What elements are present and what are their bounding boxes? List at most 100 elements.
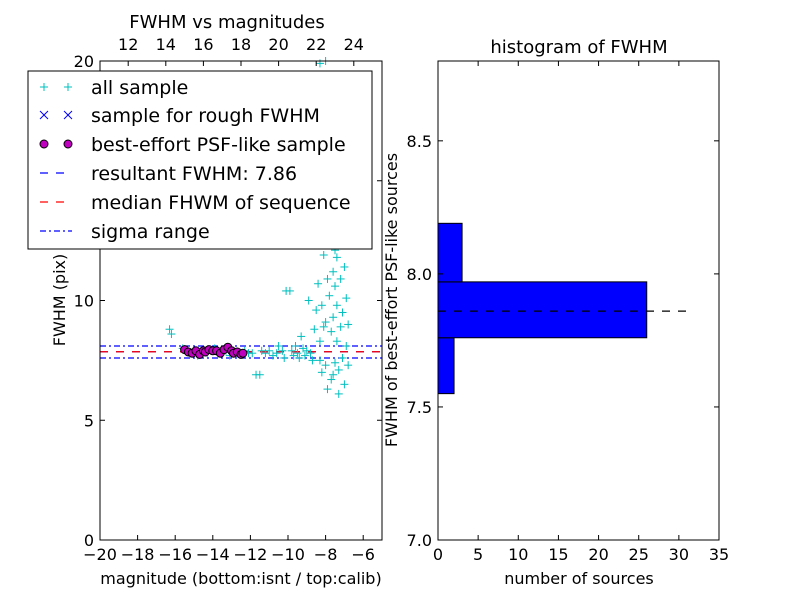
- all-sample-point: [319, 250, 328, 259]
- legend-label: best-effort PSF-like sample: [91, 134, 346, 156]
- all-sample-point: [293, 349, 302, 358]
- all-sample-point: [287, 346, 296, 355]
- x-tick-label: 25: [629, 545, 649, 564]
- all-sample-point: [334, 389, 343, 398]
- x-tick-label: 20: [588, 545, 608, 564]
- all-sample-point: [327, 327, 336, 336]
- legend-circle-marker-icon: [39, 139, 73, 149]
- all-sample-point: [304, 296, 313, 305]
- legend-box: [27, 70, 373, 250]
- legend-entry-resultant: resultant FWHM: 7.86: [40, 163, 297, 185]
- y-tick-label: 10: [74, 292, 94, 311]
- all-sample-point: [265, 346, 274, 355]
- all-sample-point: [332, 253, 341, 262]
- legend-plus-marker-icon: [40, 83, 72, 91]
- all-sample-point: [329, 267, 338, 276]
- histogram-title: histogram of FWHM: [490, 37, 667, 58]
- all-sample-point: [317, 301, 326, 310]
- x-tick-label: 30: [669, 545, 689, 564]
- legend-label: median FHWM of sequence: [91, 192, 351, 214]
- legend-entry-rough-sample: sample for rough FWHM: [39, 105, 320, 127]
- y-tick-label: 7.0: [407, 531, 432, 550]
- top-tick-label: 14: [156, 35, 176, 54]
- histogram-bar: [437, 337, 455, 395]
- top-tick-label: 18: [231, 35, 251, 54]
- x-tick-label: −6: [351, 545, 375, 564]
- psf-sample-point: [238, 348, 248, 358]
- x-tick-label: 0: [433, 545, 443, 564]
- scatter-title: FWHM vs magnitudes: [129, 12, 324, 33]
- all-sample-point: [325, 291, 334, 300]
- y-tick-label: 8.5: [407, 132, 432, 151]
- all-sample-point: [342, 294, 351, 303]
- x-tick-label: −8: [314, 545, 338, 564]
- scatter-top-ticks: 12 14 16 18 20 22 24: [118, 35, 364, 66]
- all-sample-point: [315, 356, 324, 365]
- all-sample-point: [332, 301, 341, 310]
- legend-label: sample for rough FWHM: [91, 105, 320, 127]
- scatter-x-label: magnitude (bottom:isnt / top:calib): [100, 569, 381, 588]
- legend-label: sigma range: [91, 221, 210, 243]
- histogram-bar: [437, 281, 648, 339]
- all-sample-point: [338, 353, 347, 362]
- histogram-x-ticks: 0 5 10 15 20 25 30 35: [433, 61, 729, 564]
- y-tick-label: 5: [84, 411, 94, 430]
- all-sample-point: [321, 318, 330, 327]
- legend-x-marker-icon: [39, 110, 73, 120]
- x-tick-label: −10: [271, 545, 305, 564]
- scatter-x-ticks: −20 −18 −16 −14 −12 −10 −8 −6: [83, 535, 375, 564]
- all-sample-point: [295, 353, 304, 362]
- all-sample-point: [344, 361, 353, 370]
- all-sample-point: [167, 330, 176, 339]
- all-sample-point: [306, 349, 315, 358]
- histogram-y-label: FWHM of best-effort PSF-like sources: [382, 153, 401, 447]
- x-tick-label: 5: [473, 545, 483, 564]
- x-tick-label: 10: [508, 545, 528, 564]
- legend-label: all sample: [91, 77, 188, 99]
- histogram-x-label: number of sources: [504, 569, 654, 588]
- all-sample-point: [331, 358, 339, 367]
- all-sample-point: [331, 282, 339, 291]
- legend-entry-all-sample: all sample: [40, 77, 188, 99]
- all-sample-point: [329, 313, 338, 322]
- all-sample-point: [274, 342, 283, 351]
- all-sample-point: [315, 337, 324, 346]
- all-sample-point: [332, 337, 341, 346]
- histogram-chart: 0 5 10 15 20 25 30 35 7.0 7.5 8.0 8.5 histogram of…: [382, 37, 729, 588]
- top-tick-label: 12: [118, 35, 138, 54]
- x-tick-label: 15: [548, 545, 568, 564]
- all-sample-point: [334, 365, 343, 374]
- x-tick-label: −20: [83, 545, 117, 564]
- all-sample-point: [319, 322, 328, 331]
- top-tick-label: 16: [193, 35, 213, 54]
- legend-entry-psf-sample: best-effort PSF-like sample: [39, 134, 346, 156]
- all-sample-point: [255, 370, 264, 379]
- all-sample-point: [272, 349, 281, 358]
- all-sample-point: [344, 320, 353, 329]
- legend-entry-median: median FHWM of sequence: [40, 192, 351, 214]
- legend-label: resultant FWHM: 7.86: [91, 163, 297, 185]
- all-sample-point: [314, 279, 323, 288]
- x-tick-label: −12: [234, 545, 268, 564]
- all-sample-point: [312, 306, 321, 315]
- histogram-plot-frame: [437, 60, 720, 541]
- histogram-bar: [437, 222, 463, 283]
- legend-entry-sigma: sigma range: [40, 221, 210, 243]
- histogram-bars: [437, 222, 648, 395]
- all-sample-point: [327, 375, 336, 384]
- all-sample-point: [336, 322, 345, 331]
- all-sample-point: [340, 262, 349, 271]
- scatter-y-label: FWHM (pix): [50, 254, 69, 347]
- psf-sample-points: [180, 342, 248, 359]
- all-sample-point: [297, 332, 306, 341]
- all-sample-point: [342, 342, 351, 351]
- all-sample-point: [280, 353, 289, 362]
- y-tick-label: 0: [84, 531, 94, 550]
- all-sample-point: [317, 368, 326, 377]
- histogram-y-ticks: 7.0 7.5 8.0 8.5: [407, 132, 719, 550]
- all-sample-point: [300, 351, 309, 360]
- all-sample-point: [278, 346, 287, 355]
- top-tick-label: 24: [344, 35, 364, 54]
